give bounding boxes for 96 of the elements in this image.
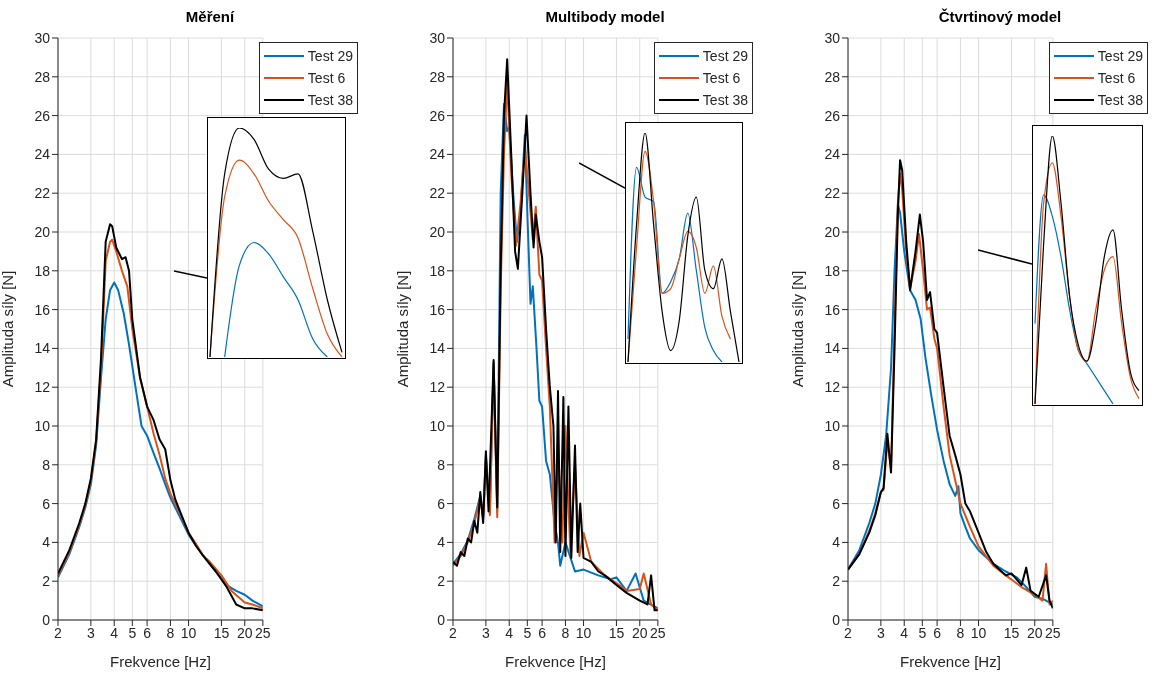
x-tick-label: 25 [255, 624, 271, 641]
y-tick-label: 18 [429, 262, 446, 279]
x-tick-label: 2 [449, 624, 458, 641]
x-axis-title: Frekvence [Hz] [504, 653, 606, 670]
y-tick-label: 26 [34, 107, 51, 124]
x-axis-title: Frekvence [Hz] [109, 653, 211, 670]
x-tick-label: 10 [970, 624, 987, 641]
legend-label: Test 6 [702, 70, 741, 86]
y-tick-label: 0 [42, 611, 51, 628]
y-tick-label: 20 [824, 223, 841, 240]
y-tick-label: 0 [437, 611, 446, 628]
x-tick-label: 25 [650, 624, 666, 641]
legend-label: Test 6 [307, 70, 346, 86]
y-tick-label: 18 [34, 262, 51, 279]
y-tick-label: 6 [832, 495, 841, 512]
x-tick-label: 25 [1045, 624, 1061, 641]
y-tick-label: 4 [832, 534, 841, 551]
y-tick-label: 8 [832, 456, 841, 473]
y-tick-label: 8 [437, 456, 446, 473]
x-tick-label: 6 [143, 624, 152, 641]
y-axis-title: Amplituda síly [N] [394, 270, 412, 388]
y-tick-label: 20 [429, 223, 446, 240]
x-tick-label: 2 [844, 624, 853, 641]
y-tick-label: 26 [429, 107, 446, 124]
legend-label: Test 38 [702, 92, 748, 108]
x-tick-label: 4 [900, 624, 909, 641]
legend-label: Test 6 [1097, 70, 1136, 86]
y-tick-label: 2 [42, 573, 51, 590]
y-tick-label: 6 [437, 495, 446, 512]
chart-title: Měření [184, 8, 236, 25]
y-tick-label: 12 [34, 379, 51, 396]
y-tick-label: 4 [437, 534, 446, 551]
y-tick-label: 20 [34, 223, 51, 240]
y-tick-label: 12 [429, 379, 446, 396]
x-tick-label: 6 [538, 624, 547, 641]
y-tick-label: 30 [824, 29, 841, 46]
x-tick-label: 15 [1003, 624, 1020, 641]
x-tick-label: 15 [213, 624, 230, 641]
y-tick-label: 18 [824, 262, 841, 279]
y-tick-label: 22 [429, 185, 446, 202]
y-tick-label: 16 [824, 301, 841, 318]
y-tick-label: 14 [34, 340, 51, 357]
y-tick-label: 2 [437, 573, 446, 590]
y-tick-label: 16 [34, 301, 51, 318]
x-tick-label: 15 [608, 624, 625, 641]
y-tick-label: 4 [42, 534, 51, 551]
y-axis-title: Amplituda síly [N] [789, 270, 807, 388]
x-tick-label: 4 [505, 624, 514, 641]
y-tick-label: 16 [429, 301, 446, 318]
y-axis-title: Amplituda síly [N] [0, 270, 17, 388]
x-tick-label: 6 [933, 624, 942, 641]
x-tick-label: 3 [86, 624, 95, 641]
y-tick-label: 2 [832, 573, 841, 590]
chart-title: Čtvrtinový model [937, 8, 1063, 25]
y-tick-label: 28 [824, 68, 841, 85]
x-tick-label: 20 [631, 624, 648, 641]
y-tick-label: 28 [34, 68, 51, 85]
y-tick-label: 30 [429, 29, 446, 46]
y-tick-label: 14 [429, 340, 446, 357]
legend-label: Test 29 [307, 48, 353, 64]
y-tick-label: 26 [824, 107, 841, 124]
x-tick-label: 2 [54, 624, 63, 641]
y-tick-label: 28 [429, 68, 446, 85]
x-tick-label: 3 [876, 624, 885, 641]
y-tick-label: 24 [429, 146, 446, 163]
x-tick-label: 4 [110, 624, 119, 641]
y-tick-label: 10 [824, 417, 841, 434]
y-tick-label: 6 [42, 495, 51, 512]
y-tick-label: 12 [824, 379, 841, 396]
x-tick-label: 5 [128, 624, 137, 641]
legend-label: Test 38 [1097, 92, 1143, 108]
x-tick-label: 5 [918, 624, 927, 641]
x-tick-label: 10 [180, 624, 197, 641]
y-tick-label: 22 [34, 185, 51, 202]
legend-label: Test 38 [307, 92, 353, 108]
y-tick-label: 8 [42, 456, 51, 473]
x-tick-label: 5 [523, 624, 532, 641]
y-tick-label: 24 [34, 146, 51, 163]
y-tick-label: 24 [824, 146, 841, 163]
y-tick-label: 10 [429, 417, 446, 434]
x-tick-label: 8 [166, 624, 175, 641]
y-tick-label: 0 [832, 611, 841, 628]
x-tick-label: 8 [956, 624, 965, 641]
x-tick-label: 20 [236, 624, 253, 641]
x-tick-label: 20 [1026, 624, 1043, 641]
y-tick-label: 30 [34, 29, 51, 46]
x-tick-label: 10 [575, 624, 592, 641]
legend-label: Test 29 [702, 48, 748, 64]
y-tick-label: 14 [824, 340, 841, 357]
legend-label: Test 29 [1097, 48, 1143, 64]
chart-title: Multibody model [544, 8, 666, 25]
x-tick-label: 8 [561, 624, 570, 641]
y-tick-label: 22 [824, 185, 841, 202]
x-tick-label: 3 [481, 624, 490, 641]
y-tick-label: 10 [34, 417, 51, 434]
x-axis-title: Frekvence [Hz] [899, 653, 1001, 670]
